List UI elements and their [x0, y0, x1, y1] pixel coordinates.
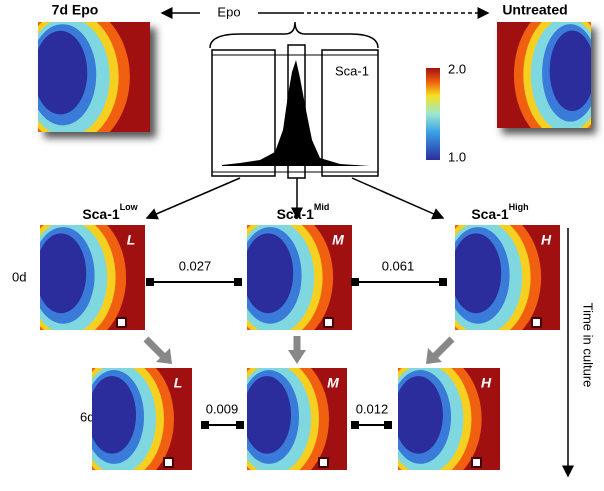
colorbar-min: 1.0 — [448, 149, 466, 164]
histogram — [222, 60, 370, 166]
arrow — [145, 177, 241, 220]
row-label: 6d — [80, 409, 94, 424]
connector-end — [236, 421, 244, 429]
distance-label: 0.061 — [382, 258, 415, 273]
panel-letter: L — [127, 232, 136, 248]
population-name: Sca-1 — [277, 206, 315, 222]
population-name: Sca-1 — [471, 206, 509, 222]
population-name: Sca-1 — [82, 206, 120, 222]
gray-arrow — [288, 350, 306, 364]
marker-square — [116, 317, 127, 328]
row-label: 0d — [12, 269, 26, 284]
marker-square — [318, 457, 329, 468]
population-title: Sca-1Low — [82, 202, 138, 221]
distance-label: 0.012 — [356, 401, 389, 416]
gray-arrow — [156, 348, 172, 364]
colorbar — [426, 68, 440, 160]
connector-end — [351, 421, 359, 429]
marker-square — [323, 317, 334, 328]
gray-arrow — [143, 336, 167, 360]
heatmap — [497, 22, 591, 128]
heatmap — [38, 22, 150, 132]
marker-square — [531, 317, 542, 328]
connector-end — [201, 421, 209, 429]
arrow — [351, 177, 445, 220]
panel-letter: M — [332, 232, 344, 248]
population-superscript: Mid — [314, 202, 330, 212]
population-superscript: Low — [120, 202, 139, 212]
right-label: Untreated — [502, 2, 567, 18]
panel-letter: M — [327, 375, 339, 391]
panel-letter: H — [481, 375, 492, 391]
connector-end — [439, 278, 447, 286]
marker-square — [163, 457, 174, 468]
population-title: Sca-1Mid — [277, 202, 330, 221]
time-label: Time in culture — [581, 303, 596, 388]
gate — [211, 49, 276, 177]
histogram-label: Sca-1 — [335, 63, 369, 78]
gray-arrow — [426, 348, 442, 364]
connector-end — [146, 278, 154, 286]
arrow-label: Epo — [217, 4, 240, 19]
distance-label: 0.027 — [179, 258, 212, 273]
gray-arrow — [431, 336, 455, 360]
connector-end — [351, 278, 359, 286]
connector-end — [384, 421, 392, 429]
distance-label: 0.009 — [206, 401, 239, 416]
colorbar-max: 2.0 — [448, 61, 466, 76]
population-superscript: High — [509, 202, 529, 212]
gate — [321, 49, 379, 177]
brace — [209, 21, 379, 49]
population-title: Sca-1High — [471, 202, 528, 221]
panel-letter: L — [174, 375, 183, 391]
connector-end — [234, 278, 242, 286]
left-label: 7d Epo — [52, 2, 99, 18]
marker-square — [471, 457, 482, 468]
panel-letter: H — [541, 232, 552, 248]
